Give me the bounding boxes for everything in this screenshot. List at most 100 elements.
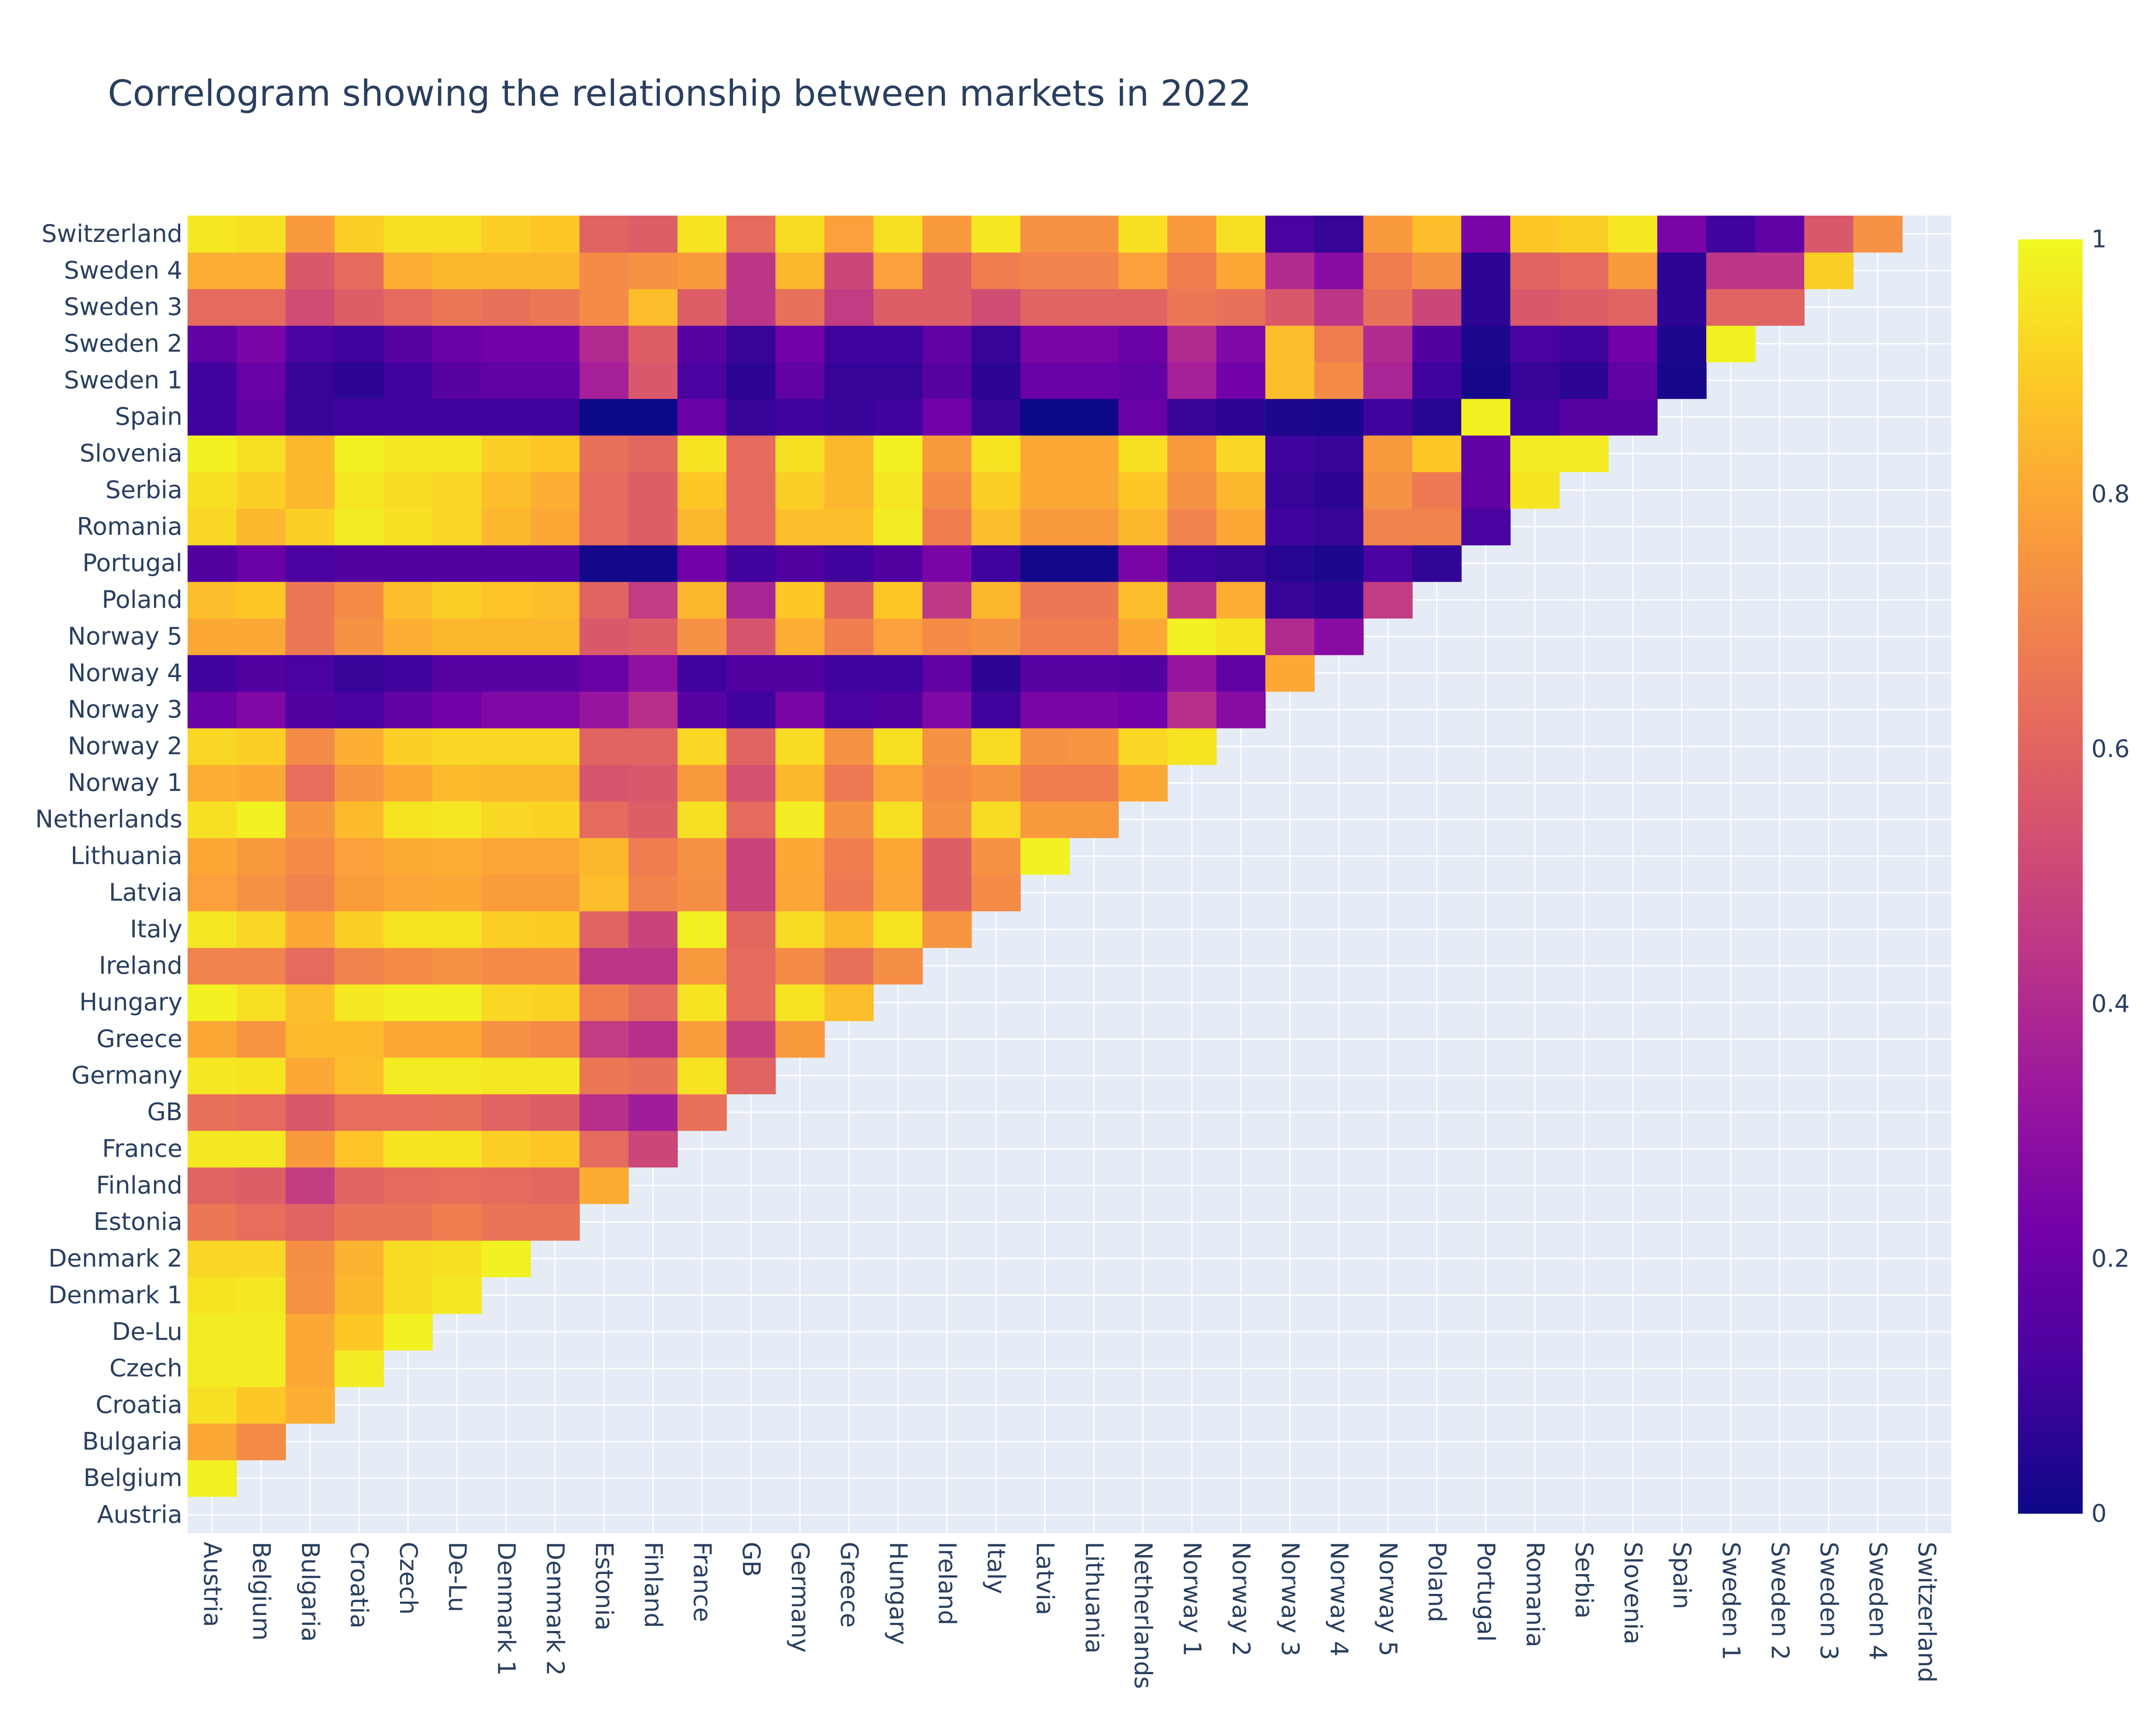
heatmap-cell-sweden-4-poland	[1412, 252, 1462, 289]
heatmap-cell-ireland-germany	[775, 947, 825, 985]
heatmap-cell-sweden-4-netherlands	[1118, 252, 1168, 289]
heatmap-cell-sweden-4-denmark-2	[530, 252, 580, 289]
heatmap-cell-sweden-3-hungary	[873, 289, 923, 326]
heatmap-cell-sweden-2-serbia	[1559, 325, 1609, 363]
heatmap-cell-switzerland-austria	[188, 216, 237, 253]
heatmap-cell-ireland-greece	[824, 947, 874, 985]
heatmap-cell-netherlands-estonia	[579, 801, 629, 838]
heatmap-cell-gb-austria	[188, 1094, 237, 1131]
heatmap-cell-spain-norway-5	[1363, 398, 1413, 436]
heatmap-cell-romania-norway-2	[1216, 508, 1266, 546]
heatmap-cell-lithuania-latvia	[1020, 837, 1070, 875]
heatmap-cell-norway-2-de-lu	[432, 728, 482, 765]
x-tick-label-serbia: Serbia	[1570, 1542, 1598, 1618]
heatmap-cell-spain-netherlands	[1118, 398, 1168, 436]
heatmap-cell-norway-5-norway-2	[1216, 618, 1266, 656]
x-tick-label-lithuania: Lithuania	[1080, 1542, 1108, 1653]
heatmap-cell-sweden-2-france	[677, 325, 727, 363]
heatmap-cell-slovenia-austria	[188, 435, 237, 472]
heatmap-cell-norway-3-ireland	[922, 691, 972, 728]
heatmap-cell-spain-belgium	[236, 398, 286, 436]
heatmap-cell-norway-2-finland	[628, 728, 678, 765]
heatmap-cell-portugal-denmark-1	[481, 545, 531, 582]
heatmap-cell-romania-denmark-1	[481, 508, 531, 546]
y-tick-label-sweden-2: Sweden 2	[64, 330, 182, 358]
heatmap-cell-norway-4-czech	[383, 655, 433, 692]
heatmap-cell-sweden-4-germany	[775, 252, 825, 289]
x-tick-label-romania: Romania	[1521, 1542, 1549, 1647]
heatmap-cell-switzerland-lithuania	[1069, 216, 1119, 253]
heatmap-cell-sweden-4-norway-4	[1314, 252, 1364, 289]
heatmap-cell-greece-germany	[775, 1020, 825, 1058]
heatmap-cell-de-lu-croatia	[334, 1313, 384, 1351]
heatmap-cell-sweden-4-slovenia	[1608, 252, 1658, 289]
heatmap-cell-norway-1-denmark-1	[481, 764, 531, 802]
heatmap-cell-ireland-croatia	[334, 947, 384, 985]
heatmap-cell-bulgaria-austria	[188, 1423, 237, 1461]
heatmap-cell-norway-5-lithuania	[1069, 618, 1119, 656]
heatmap-cell-norway-5-norway-4	[1314, 618, 1364, 656]
heatmap-cell-sweden-1-croatia	[334, 362, 384, 399]
heatmap-cell-netherlands-de-lu	[432, 801, 482, 838]
heatmap-cell-norway-4-norway-2	[1216, 655, 1266, 692]
heatmap-cell-germany-czech	[383, 1057, 433, 1095]
heatmap-cell-switzerland-norway-1	[1167, 216, 1217, 253]
heatmap-cell-sweden-1-norway-4	[1314, 362, 1364, 399]
heatmap-cell-sweden-3-norway-2	[1216, 289, 1266, 326]
heatmap-cell-sweden-2-austria	[188, 325, 237, 363]
heatmap-cell-denmark-1-belgium	[236, 1276, 286, 1314]
heatmap-cell-sweden-2-greece	[824, 325, 874, 363]
heatmap-cell-norway-3-gb	[726, 691, 776, 728]
heatmap-cell-estonia-croatia	[334, 1204, 384, 1241]
y-tick-label-norway-1: Norway 1	[68, 769, 182, 797]
heatmap-cell-norway-5-norway-1	[1167, 618, 1217, 656]
heatmap-cell-lithuania-estonia	[579, 837, 629, 875]
heatmap-cell-portugal-croatia	[334, 545, 384, 582]
heatmap-cell-germany-gb	[726, 1057, 776, 1095]
heatmap-cell-spain-poland	[1412, 398, 1462, 436]
heatmap-cell-portugal-belgium	[236, 545, 286, 582]
y-tick-label-sweden-1: Sweden 1	[64, 366, 182, 394]
x-tick-label-czech: Czech	[394, 1542, 422, 1615]
y-tick-label-austria: Austria	[97, 1501, 182, 1529]
x-tick-label-estonia: Estonia	[590, 1542, 618, 1631]
heatmap-cell-sweden-4-norway-5	[1363, 252, 1413, 289]
heatmap-cell-slovenia-latvia	[1020, 435, 1070, 472]
y-tick-label-ireland: Ireland	[99, 952, 182, 980]
heatmap-cell-portugal-poland	[1412, 545, 1462, 582]
heatmap-cell-switzerland-italy	[971, 216, 1021, 253]
heatmap-cell-norway-3-lithuania	[1069, 691, 1119, 728]
heatmap-cell-italy-germany	[775, 911, 825, 948]
heatmap-cell-sweden-4-portugal	[1461, 252, 1511, 289]
heatmap-cell-sweden-4-sweden-3	[1804, 252, 1854, 289]
y-tick-label-spain: Spain	[115, 403, 182, 431]
heatmap-cell-sweden-1-italy	[971, 362, 1021, 399]
heatmap-cell-greece-bulgaria	[285, 1020, 335, 1058]
heatmap-cell-latvia-bulgaria	[285, 874, 335, 912]
heatmap-cell-ireland-france	[677, 947, 727, 985]
heatmap-cell-spain-italy	[971, 398, 1021, 436]
heatmap-cell-sweden-2-portugal	[1461, 325, 1511, 363]
heatmap-cell-sweden-3-croatia	[334, 289, 384, 326]
heatmap-cell-sweden-3-spain	[1657, 289, 1707, 326]
heatmap-cell-sweden-1-poland	[1412, 362, 1462, 399]
heatmap-cell-germany-austria	[188, 1057, 237, 1095]
heatmap-cell-greece-de-lu	[432, 1020, 482, 1058]
x-tick-label-denmark-1: Denmark 1	[492, 1542, 520, 1676]
heatmap-cell-sweden-4-austria	[188, 252, 237, 289]
heatmap-cell-belgium-austria	[188, 1460, 237, 1497]
heatmap-cell-italy-greece	[824, 911, 874, 948]
heatmap-cell-netherlands-hungary	[873, 801, 923, 838]
x-tick-label-spain: Spain	[1668, 1542, 1696, 1609]
heatmap-cell-slovenia-de-lu	[432, 435, 482, 472]
heatmap-cell-norway-1-lithuania	[1069, 764, 1119, 802]
heatmap-cell-spain-czech	[383, 398, 433, 436]
heatmap-cell-portugal-lithuania	[1069, 545, 1119, 582]
heatmap-cell-switzerland-denmark-2	[530, 216, 580, 253]
y-tick-label-croatia: Croatia	[96, 1391, 182, 1419]
heatmap-cell-lithuania-germany	[775, 837, 825, 875]
heatmap-cell-spain-norway-1	[1167, 398, 1217, 436]
y-tick-label-norway-4: Norway 4	[68, 659, 182, 687]
heatmap-cell-romania-czech	[383, 508, 433, 546]
heatmap-cell-norway-3-norway-2	[1216, 691, 1266, 728]
